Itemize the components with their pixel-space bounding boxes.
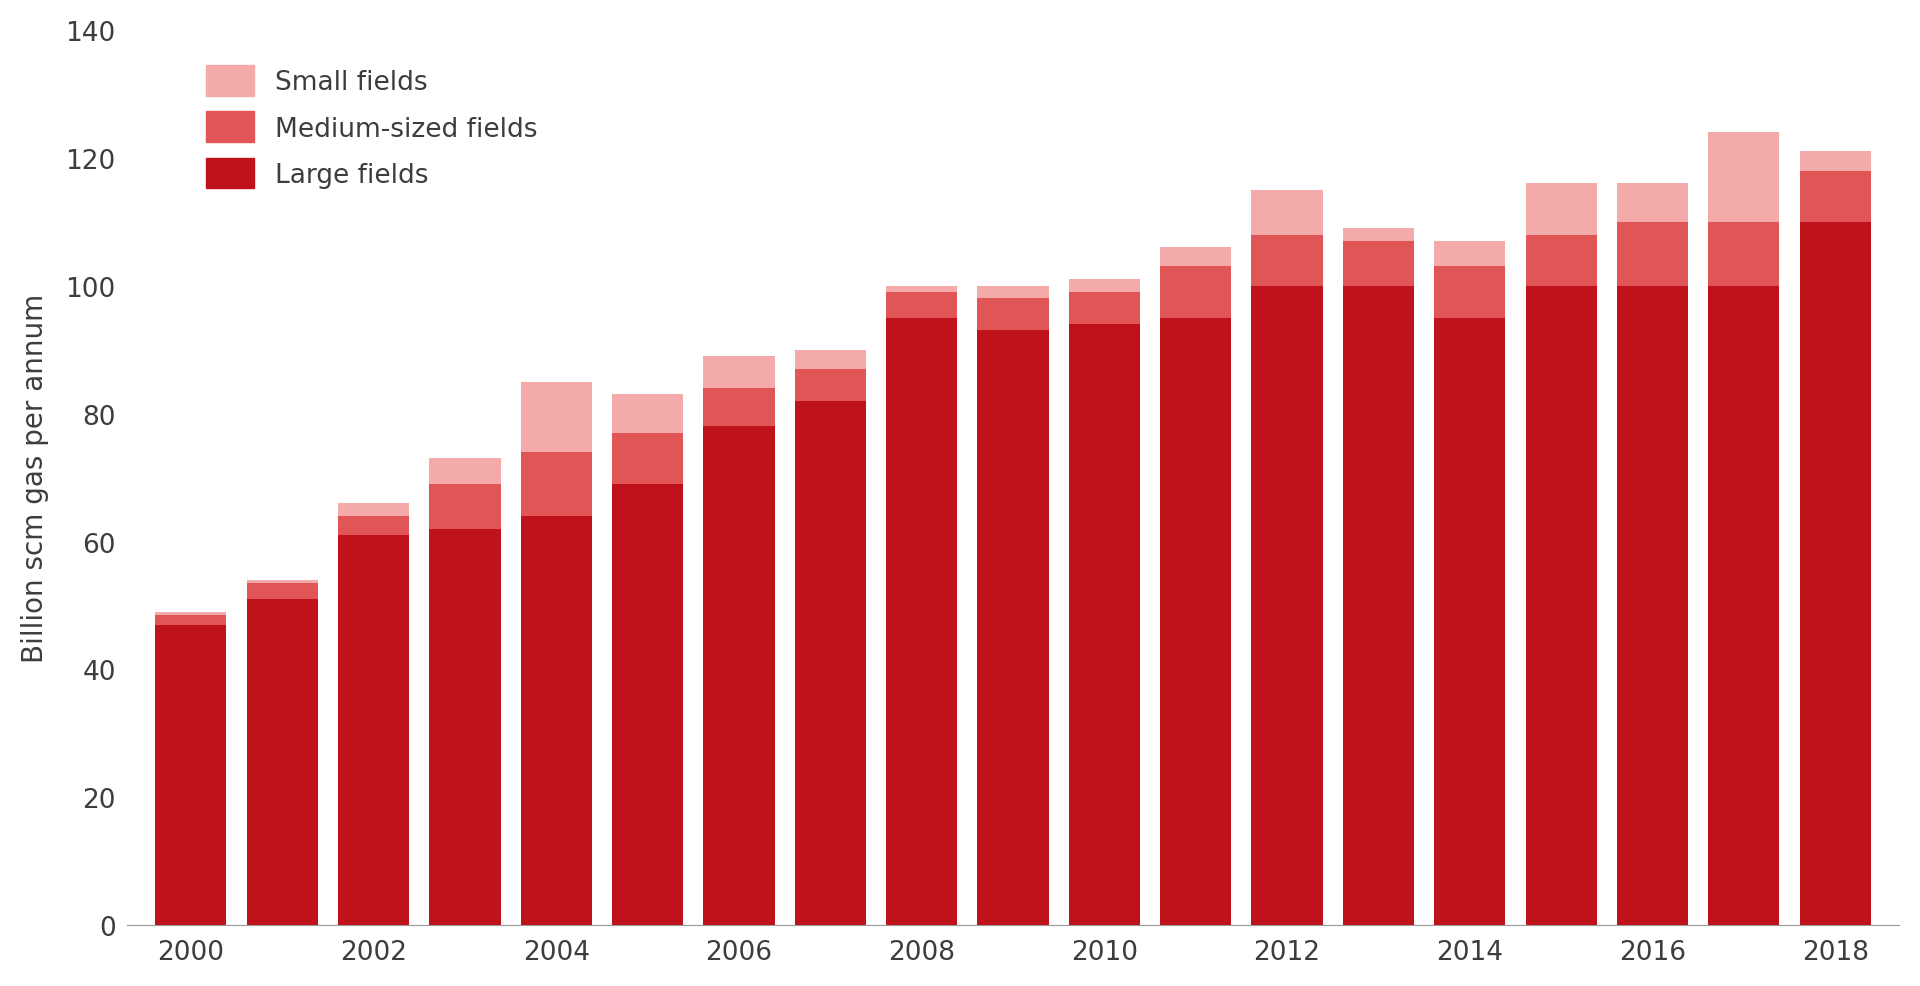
Bar [1526,286,1597,925]
Bar [430,484,501,529]
Bar [1252,236,1323,286]
Bar [977,331,1048,925]
Bar [1799,223,1870,925]
Bar [885,293,958,318]
Bar [1526,184,1597,236]
Bar [520,383,591,453]
Bar [703,357,774,388]
Bar [430,529,501,925]
Bar [1799,152,1870,172]
Bar [520,517,591,925]
Y-axis label: Billion scm gas per annum: Billion scm gas per annum [21,294,48,663]
Bar [1709,133,1780,223]
Bar [612,433,684,484]
Bar [977,299,1048,331]
Bar [246,581,319,584]
Bar [1434,318,1505,925]
Bar [246,599,319,925]
Bar [977,286,1048,299]
Bar [1617,184,1688,223]
Bar [156,615,227,625]
Bar [520,453,591,517]
Bar [338,517,409,535]
Bar [612,484,684,925]
Bar [1252,286,1323,925]
Bar [1434,267,1505,318]
Bar [1160,248,1231,267]
Bar [156,625,227,925]
Bar [885,318,958,925]
Bar [338,504,409,517]
Bar [1342,229,1413,242]
Bar [795,401,866,925]
Bar [1709,223,1780,286]
Bar [703,388,774,427]
Bar [1069,293,1140,324]
Bar [1617,223,1688,286]
Bar [885,286,958,293]
Bar [1252,190,1323,236]
Bar [1069,324,1140,925]
Bar [1799,172,1870,223]
Bar [795,370,866,401]
Bar [612,395,684,433]
Bar [1160,318,1231,925]
Bar [338,535,409,925]
Bar [1434,242,1505,267]
Bar [156,612,227,615]
Bar [703,427,774,925]
Bar [1526,236,1597,286]
Bar [1342,242,1413,286]
Bar [1160,267,1231,318]
Legend: Small fields, Medium-sized fields, Large fields: Small fields, Medium-sized fields, Large… [194,53,551,202]
Bar [246,584,319,599]
Bar [430,458,501,484]
Bar [1069,280,1140,293]
Bar [1709,286,1780,925]
Bar [1617,286,1688,925]
Bar [795,350,866,370]
Bar [1342,286,1413,925]
